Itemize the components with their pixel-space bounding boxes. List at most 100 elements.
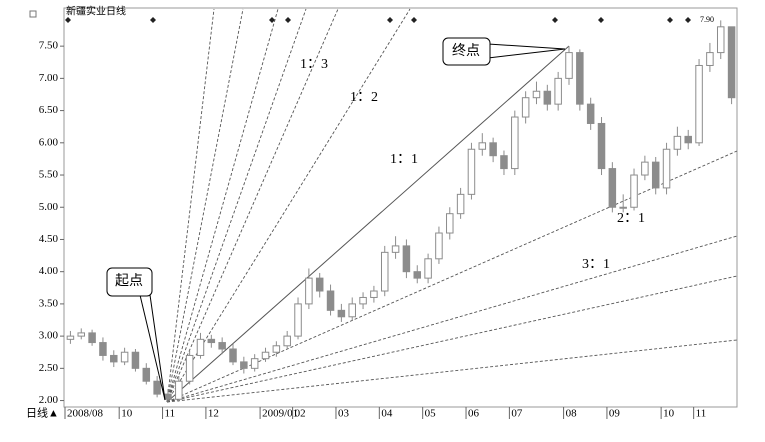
candle-body [196, 338, 205, 356]
fan-label: 1：2 [350, 90, 378, 105]
fan-line [166, 339, 738, 403]
candle-body [315, 277, 324, 292]
candle-body [402, 245, 411, 273]
candle-body [586, 103, 595, 124]
x-tick-label: 11 [696, 408, 707, 420]
candle-body [532, 90, 541, 99]
fan-line [166, 8, 279, 403]
y-tick-label: 5.50 [39, 169, 59, 181]
candle-body [218, 342, 226, 350]
top-markers [65, 17, 691, 23]
fan-line [166, 8, 244, 403]
candle-body [110, 354, 118, 363]
candle-body [142, 367, 151, 382]
y-tick-label: 6.50 [39, 104, 59, 116]
x-tick-label: 2009/01 [262, 408, 298, 420]
candle-body [229, 348, 237, 363]
candle-body [651, 161, 660, 189]
candle-body [380, 251, 389, 292]
candle-body [435, 232, 443, 260]
candle-body [684, 135, 692, 144]
candle-body [153, 380, 161, 395]
candle-body [326, 290, 335, 311]
chart-title: 新疆实业日线 [66, 4, 126, 17]
candle-body [131, 351, 140, 369]
candle-body [619, 206, 627, 209]
fan-line [166, 8, 339, 403]
candle-body [446, 213, 454, 234]
y-tick-label: 4.00 [39, 265, 59, 277]
candle-body [305, 277, 313, 305]
start-label: 起点 [115, 273, 143, 289]
candle-body [467, 148, 476, 195]
candle-body [337, 309, 346, 318]
candle-body [500, 155, 508, 170]
candle-body [370, 290, 378, 298]
candle-body [77, 332, 86, 337]
candle-body [294, 303, 302, 337]
x-tick-label: 10 [121, 408, 132, 420]
candle-body [240, 361, 248, 369]
y-tick-label: 2.50 [39, 362, 59, 374]
y-tick-label: 3.50 [39, 297, 59, 309]
fan-label: 3：1 [582, 257, 610, 272]
period-label: 日线▲ [26, 406, 59, 420]
fan-label: 1：1 [390, 152, 418, 167]
gann-fan [166, 8, 738, 403]
candle-body [727, 26, 736, 99]
end-label: 终点 [452, 43, 480, 59]
candle-body [164, 393, 172, 400]
fan-label: 2：1 [617, 211, 645, 226]
candle-body [521, 97, 530, 118]
y-tick-label: 5.00 [39, 201, 59, 213]
candle-body [424, 258, 432, 279]
candle-body [489, 142, 497, 157]
y-tick-label: 2.00 [39, 394, 59, 406]
candle-body [565, 52, 573, 79]
x-tick-label: 12 [208, 408, 219, 420]
candles [66, 20, 736, 402]
x-tick-label: 06 [468, 408, 480, 420]
fan-label: 1：3 [300, 57, 328, 72]
candle-body [250, 358, 259, 369]
candle-body [283, 335, 291, 347]
y-tick-label: 4.50 [39, 233, 59, 245]
x-tick-label: 11 [165, 408, 176, 420]
candle-body [359, 296, 367, 305]
candle-body [630, 174, 638, 208]
fan-line [166, 275, 738, 403]
x-tick-label: 08 [566, 408, 578, 420]
fan-line-1-1 [166, 45, 570, 403]
candle-body [706, 52, 714, 66]
candle-body [185, 354, 194, 382]
candle-body [413, 271, 422, 279]
x-tick-label: 04 [381, 408, 393, 420]
x-tick-label: 05 [425, 408, 437, 420]
corner-icon [29, 10, 37, 18]
fan-line [166, 8, 215, 403]
fan-line [166, 8, 411, 403]
candle-body [576, 52, 584, 105]
y-tick-label: 6.00 [39, 136, 59, 148]
fan-line [166, 150, 738, 403]
candle-body [543, 90, 552, 105]
y-tick-label: 7.00 [39, 72, 59, 84]
candle-body [478, 142, 487, 150]
candle-body [348, 303, 356, 318]
candle-body [175, 380, 183, 400]
candle-body [716, 26, 725, 54]
candle-body [66, 335, 75, 340]
x-tick-label: 07 [511, 408, 523, 420]
candle-body [641, 161, 649, 176]
candle-body [99, 342, 107, 356]
candle-body [608, 168, 617, 208]
candle-body [662, 148, 671, 189]
candle-body [554, 77, 562, 105]
x-tick-label: 03 [338, 408, 350, 420]
y-tick-label: 7.50 [39, 40, 59, 52]
x-tick-label: 02 [295, 408, 306, 420]
x-tick-label: 2008/08 [67, 408, 104, 420]
candle-body [597, 122, 606, 170]
start-callout: 起点 [106, 267, 166, 401]
